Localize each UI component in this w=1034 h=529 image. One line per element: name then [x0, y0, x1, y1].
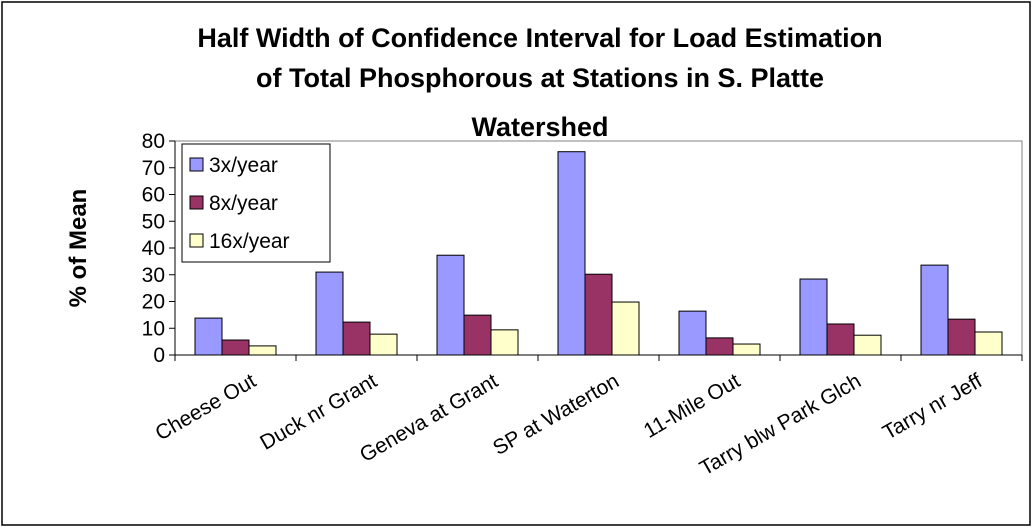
- legend-swatch: [189, 157, 204, 172]
- bar: [584, 273, 613, 356]
- y-tick-label: 20: [142, 291, 165, 314]
- legend-label: 8x/year: [209, 192, 278, 215]
- bar: [826, 323, 855, 356]
- bar: [974, 331, 1003, 356]
- legend-label: 3x/year: [209, 154, 278, 177]
- chart-title: Watershed: [471, 112, 608, 142]
- bar: [705, 337, 734, 356]
- chart-title: Half Width of Confidence Interval for Lo…: [197, 23, 882, 53]
- legend-swatch: [189, 233, 204, 248]
- bar: [678, 310, 707, 356]
- y-tick-label: 30: [142, 264, 165, 287]
- legend: [181, 143, 331, 263]
- bar: [194, 317, 223, 356]
- bar: [557, 151, 586, 356]
- bar: [732, 343, 761, 356]
- y-tick-label: 70: [142, 157, 165, 180]
- chart-title: of Total Phosphorous at Stations in S. P…: [256, 63, 824, 93]
- y-tick-label: 0: [153, 344, 165, 367]
- bar: [611, 301, 640, 356]
- bar: [248, 345, 277, 356]
- y-tick-label: 40: [142, 237, 165, 260]
- bar: [436, 254, 465, 356]
- bar: [947, 318, 976, 356]
- bar: [369, 333, 398, 356]
- y-tick-label: 10: [142, 317, 165, 340]
- bar: [490, 329, 519, 356]
- bar: [463, 314, 492, 356]
- y-tick-label: 80: [142, 130, 165, 153]
- bar: [920, 264, 949, 356]
- y-tick-label: 50: [142, 210, 165, 233]
- bar: [853, 334, 882, 356]
- y-axis-label: % of Mean: [65, 189, 92, 308]
- bar: [799, 278, 828, 356]
- legend-swatch: [189, 195, 204, 210]
- legend-label: 16x/year: [209, 230, 290, 253]
- bar: [315, 271, 344, 356]
- bar: [221, 339, 250, 356]
- y-tick-label: 60: [142, 184, 165, 207]
- bar: [342, 321, 371, 356]
